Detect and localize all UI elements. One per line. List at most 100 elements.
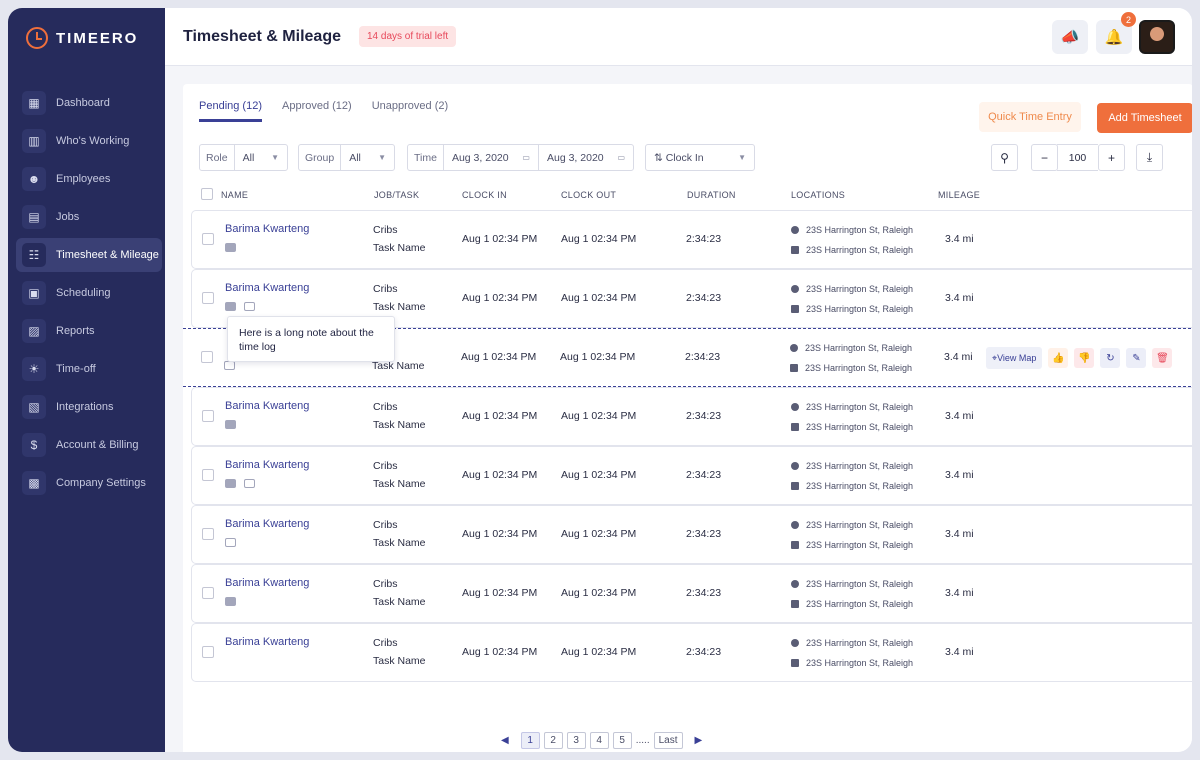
prev-page-arrow-icon[interactable]: ◀ [501, 735, 509, 746]
clock-out-time: Aug 1 02:34 PM [561, 233, 637, 245]
duration: 2:34:23 [686, 646, 722, 658]
group-filter[interactable]: Group All ▼ [298, 144, 395, 171]
task-name: Task Name [373, 419, 426, 431]
date-to-field[interactable]: Aug 3, 2020 ▭ [546, 151, 626, 164]
timeero-logo-icon [26, 27, 48, 49]
sidebar-item-timesheet-mileage[interactable]: ☷ Timesheet & Mileage [16, 238, 162, 272]
row-checkbox[interactable] [202, 587, 214, 599]
last-page-button[interactable]: Last [653, 732, 683, 749]
quick-time-entry-button[interactable]: Quick Time Entry [979, 102, 1081, 132]
table-row[interactable]: Barima Kwarteng Cribs Task Name Aug 1 02:34… [191, 269, 1192, 328]
sidebar-item-who-s-working[interactable]: ▥ Who's Working [16, 124, 162, 158]
note-icon[interactable] [225, 243, 236, 252]
col-locations: LOCATIONS [791, 190, 846, 200]
sort-select[interactable]: ⇅ Clock In ▼ [645, 144, 755, 171]
table-row[interactable]: Barima Kwarteng Cribs Task Name Aug 1 02:34… [191, 564, 1192, 623]
employee-name-link[interactable]: Barima Kwarteng [225, 223, 310, 235]
sidebar-item-jobs[interactable]: ▤ Jobs [16, 200, 162, 234]
select-all-checkbox[interactable] [201, 188, 213, 200]
search-button[interactable]: ⚲ [991, 144, 1018, 171]
location-start-icon [791, 639, 799, 647]
sidebar-item-label: Integrations [56, 401, 114, 413]
clock-in-location: 23S Harrington St, Raleigh [790, 343, 912, 353]
employee-name-link[interactable]: Barima Kwarteng [225, 282, 310, 294]
employee-name-link[interactable]: Barima Kwarteng [225, 577, 310, 589]
page-button[interactable]: 3 [566, 732, 586, 749]
timesheet-icon: ☷ [22, 243, 46, 267]
clock-out-location: 23S Harrington St, Raleigh [790, 363, 912, 373]
announcement-button[interactable]: 📣 [1052, 20, 1088, 54]
employee-name-link[interactable]: Barima Kwarteng [225, 400, 310, 412]
notifications-button[interactable]: 🔔 2 [1096, 12, 1136, 54]
job-name: Cribs [373, 519, 398, 531]
mileage: 3.4 mi [945, 292, 974, 304]
sidebar-item-label: Time-off [56, 363, 96, 375]
image-icon[interactable] [244, 302, 255, 311]
table-row[interactable]: Barima Kwarteng Cribs Task Name Aug 1 02:34… [191, 623, 1192, 682]
image-icon[interactable] [244, 479, 255, 488]
sidebar-item-integrations[interactable]: ▧ Integrations [16, 390, 162, 424]
row-checkbox[interactable] [202, 469, 214, 481]
brand-logo[interactable]: TIMEERO [26, 26, 138, 50]
row-checkbox[interactable] [202, 292, 214, 304]
delete-button[interactable]: 🗑 [1152, 348, 1173, 368]
next-page-arrow-icon[interactable]: ▶ [694, 735, 703, 746]
sidebar-item-time-off[interactable]: ☀ Time-off [16, 352, 162, 386]
clock-out-time: Aug 1 02:34 PM [561, 410, 637, 422]
image-icon[interactable] [224, 361, 235, 370]
row-checkbox[interactable] [202, 646, 214, 658]
date-from-field[interactable]: Aug 3, 2020 ▭ [444, 145, 539, 170]
sidebar-item-label: Scheduling [56, 287, 111, 299]
role-filter[interactable]: Role All ▼ [199, 144, 288, 171]
approve-button[interactable]: 👍 [1048, 348, 1069, 368]
note-icon[interactable] [225, 420, 236, 429]
page-button[interactable]: 2 [543, 732, 563, 749]
user-avatar[interactable] [1139, 20, 1175, 54]
reject-button[interactable]: 👎 [1074, 348, 1095, 368]
trial-badge: 14 days of trial left [358, 26, 457, 47]
tab-approved[interactable]: Approved (12) [282, 100, 352, 112]
sidebar-item-label: Timesheet & Mileage [56, 249, 159, 261]
page-button[interactable]: 5 [612, 732, 632, 749]
sidebar-item-employees[interactable]: ☻ Employees [16, 162, 162, 196]
zoom-in-button[interactable]: + [1098, 144, 1125, 171]
table-row[interactable]: Barima Kwarteng Cribs Task Name Aug 1 02:34… [191, 505, 1192, 564]
role-filter-label: Role [200, 145, 235, 170]
row-checkbox[interactable] [202, 233, 214, 245]
image-icon[interactable] [225, 538, 236, 547]
sidebar-item-dashboard[interactable]: ▦ Dashboard [16, 86, 162, 120]
sidebar-item-reports[interactable]: ▨ Reports [16, 314, 162, 348]
reset-button[interactable]: ↻ [1100, 348, 1121, 368]
note-icon[interactable] [225, 479, 236, 488]
table-row[interactable]: Barima Kwarteng Cribs Task Name Aug 1 02:34… [191, 387, 1192, 446]
row-checkbox[interactable] [202, 528, 214, 540]
zoom-value: 100 [1057, 144, 1098, 171]
edit-button[interactable]: ✎ [1126, 348, 1147, 368]
employee-name-link[interactable]: Barima Kwarteng [225, 459, 310, 471]
location-start-icon [791, 580, 799, 588]
employee-name-link[interactable]: Barima Kwarteng [225, 636, 310, 648]
table-row[interactable]: Barima Kwarteng Cribs Task Name Aug 1 02:34… [191, 446, 1192, 505]
calendar-icon: ▭ [617, 153, 626, 162]
row-checkbox[interactable] [201, 351, 213, 363]
employee-name-link[interactable]: Barima Kwarteng [225, 518, 310, 530]
view-map-button[interactable]: ⌖ View Map [986, 347, 1043, 369]
sidebar-item-scheduling[interactable]: ▣ Scheduling [16, 276, 162, 310]
add-timesheet-button[interactable]: Add Timesheet [1097, 103, 1192, 133]
location-start-icon [791, 403, 799, 411]
note-icon[interactable] [225, 302, 236, 311]
zoom-out-button[interactable]: − [1031, 144, 1058, 171]
clock-in-location: 23S Harrington St, Raleigh [791, 225, 913, 235]
page-button[interactable]: 4 [589, 732, 609, 749]
note-icon[interactable] [225, 597, 236, 606]
download-button[interactable]: ⤓ [1136, 144, 1163, 171]
tab-pending[interactable]: Pending (12) [199, 100, 262, 122]
tab-unapproved[interactable]: Unapproved (2) [371, 100, 449, 112]
sidebar-item-company-settings[interactable]: ▩ Company Settings [16, 466, 162, 500]
page-button[interactable]: 1 [520, 732, 540, 749]
row-checkbox[interactable] [202, 410, 214, 422]
table-row[interactable]: Barima Kwarteng Cribs Task Name Aug 1 02:34… [191, 210, 1192, 269]
sidebar-item-account-billing[interactable]: $ Account & Billing [16, 428, 162, 462]
billing-icon: $ [22, 433, 46, 457]
download-icon: ⤓ [1146, 150, 1153, 164]
